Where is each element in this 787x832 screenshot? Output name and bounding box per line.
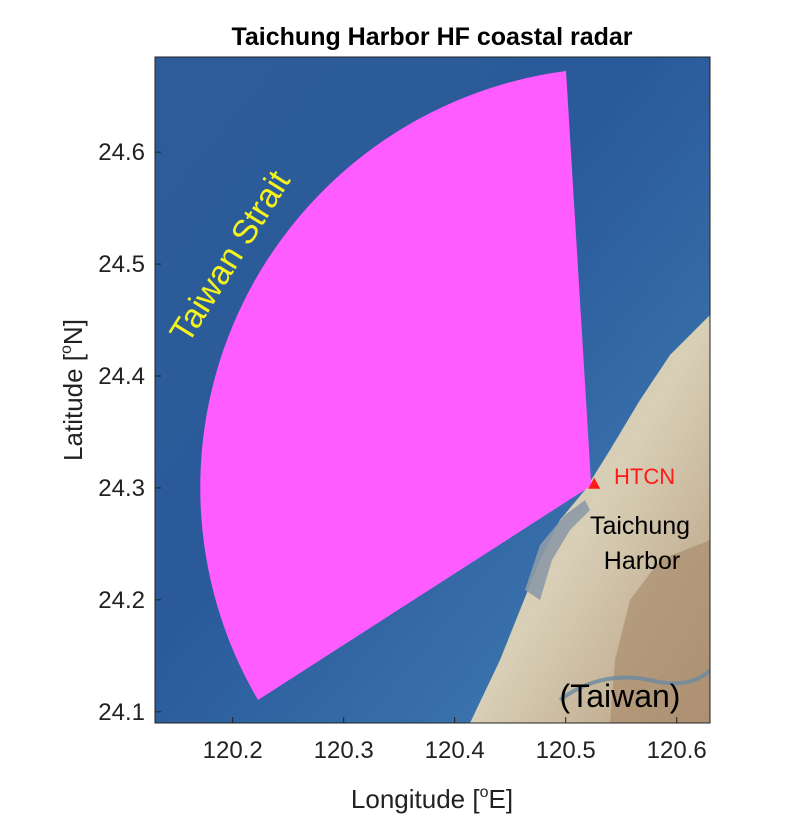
y-tick-label: 24.6 — [98, 139, 145, 166]
radar-station-marker — [588, 477, 601, 489]
y-tick-label: 24.2 — [98, 587, 145, 614]
river-channel — [558, 668, 710, 702]
x-tick-label: 120.3 — [314, 737, 374, 764]
harbor-label-line1: Taichung — [590, 512, 690, 540]
y-tick-label: 24.5 — [98, 251, 145, 278]
y-tick-label: 24.4 — [98, 363, 145, 390]
map-frame — [154, 56, 711, 724]
x-axis-label: Longitude [oE] — [351, 784, 513, 814]
map-title: Taichung Harbor HF coastal radar — [231, 23, 632, 51]
x-axis-ticks: 120.2 120.3 120.4 120.5 120.6 — [203, 717, 707, 764]
harbor-label-line2: Harbor — [604, 547, 680, 575]
x-tick-label: 120.6 — [647, 737, 707, 764]
station-label: HTCN — [614, 464, 675, 489]
y-tick-label: 24.1 — [98, 699, 145, 726]
x-tick-label: 120.4 — [425, 737, 485, 764]
x-tick-label: 120.5 — [536, 737, 596, 764]
taiwan-label: (Taiwan) — [560, 678, 681, 714]
y-tick-label: 24.3 — [98, 475, 145, 502]
y-axis-label: Latitude [oN] — [58, 319, 88, 461]
radar-coverage-area — [200, 71, 592, 700]
x-tick-label: 120.2 — [203, 737, 263, 764]
map-area — [155, 57, 710, 723]
harbor-structure — [525, 500, 590, 600]
y-axis-ticks: 24.1 24.2 24.3 24.4 24.5 24.6 — [98, 139, 161, 726]
